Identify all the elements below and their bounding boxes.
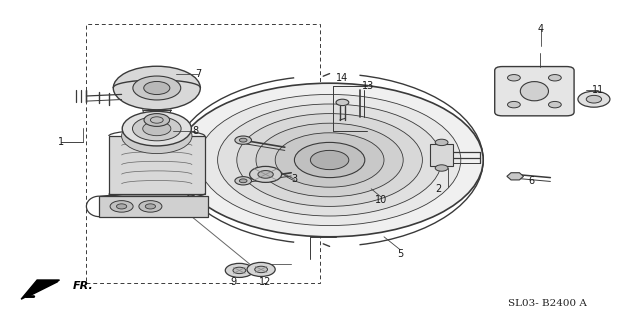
Bar — [109, 136, 205, 194]
Circle shape — [336, 99, 349, 106]
Circle shape — [176, 83, 483, 237]
Circle shape — [132, 116, 181, 141]
Circle shape — [122, 118, 192, 154]
Bar — [430, 144, 453, 166]
Text: 7: 7 — [195, 68, 202, 79]
Text: 14: 14 — [336, 73, 349, 84]
Text: 9: 9 — [230, 276, 237, 287]
Circle shape — [275, 133, 384, 187]
Circle shape — [122, 111, 191, 146]
Circle shape — [110, 201, 133, 212]
Polygon shape — [99, 194, 205, 196]
Circle shape — [239, 179, 247, 183]
Circle shape — [548, 101, 561, 108]
Text: 1: 1 — [58, 137, 64, 148]
Circle shape — [133, 76, 180, 100]
Text: 2: 2 — [435, 184, 442, 194]
Circle shape — [435, 139, 448, 146]
Circle shape — [258, 171, 273, 178]
Bar — [99, 196, 208, 217]
Text: 6: 6 — [528, 176, 534, 186]
Text: SL03- B2400 A: SL03- B2400 A — [508, 300, 587, 308]
Circle shape — [225, 263, 253, 277]
Polygon shape — [21, 280, 60, 299]
Circle shape — [310, 150, 349, 170]
Circle shape — [198, 94, 461, 226]
Circle shape — [143, 122, 171, 136]
Text: 10: 10 — [374, 195, 387, 205]
Circle shape — [435, 165, 448, 171]
Circle shape — [239, 138, 247, 142]
Circle shape — [145, 204, 156, 209]
Text: FR.: FR. — [72, 281, 93, 292]
Circle shape — [235, 136, 252, 144]
Circle shape — [255, 266, 268, 273]
Text: 8: 8 — [192, 126, 198, 136]
Text: 11: 11 — [592, 84, 605, 95]
Circle shape — [548, 75, 561, 81]
Circle shape — [237, 114, 422, 206]
Circle shape — [116, 204, 127, 209]
Text: 12: 12 — [259, 276, 272, 287]
Circle shape — [144, 82, 170, 94]
Circle shape — [218, 104, 442, 216]
Circle shape — [144, 114, 170, 126]
Text: 5: 5 — [397, 249, 403, 260]
Circle shape — [235, 177, 252, 185]
Circle shape — [586, 95, 602, 103]
Ellipse shape — [520, 82, 548, 101]
Circle shape — [250, 166, 282, 182]
Circle shape — [256, 123, 403, 197]
Polygon shape — [507, 173, 524, 180]
Text: 13: 13 — [362, 81, 374, 92]
Circle shape — [508, 101, 520, 108]
Circle shape — [247, 262, 275, 276]
Circle shape — [508, 75, 520, 81]
Circle shape — [138, 126, 176, 146]
Text: 3: 3 — [291, 174, 298, 184]
Circle shape — [578, 91, 610, 107]
Text: 4: 4 — [538, 24, 544, 34]
Circle shape — [233, 267, 246, 274]
Circle shape — [139, 201, 162, 212]
Bar — [86, 24, 320, 283]
FancyBboxPatch shape — [495, 67, 574, 116]
Circle shape — [113, 66, 200, 110]
Circle shape — [294, 142, 365, 178]
